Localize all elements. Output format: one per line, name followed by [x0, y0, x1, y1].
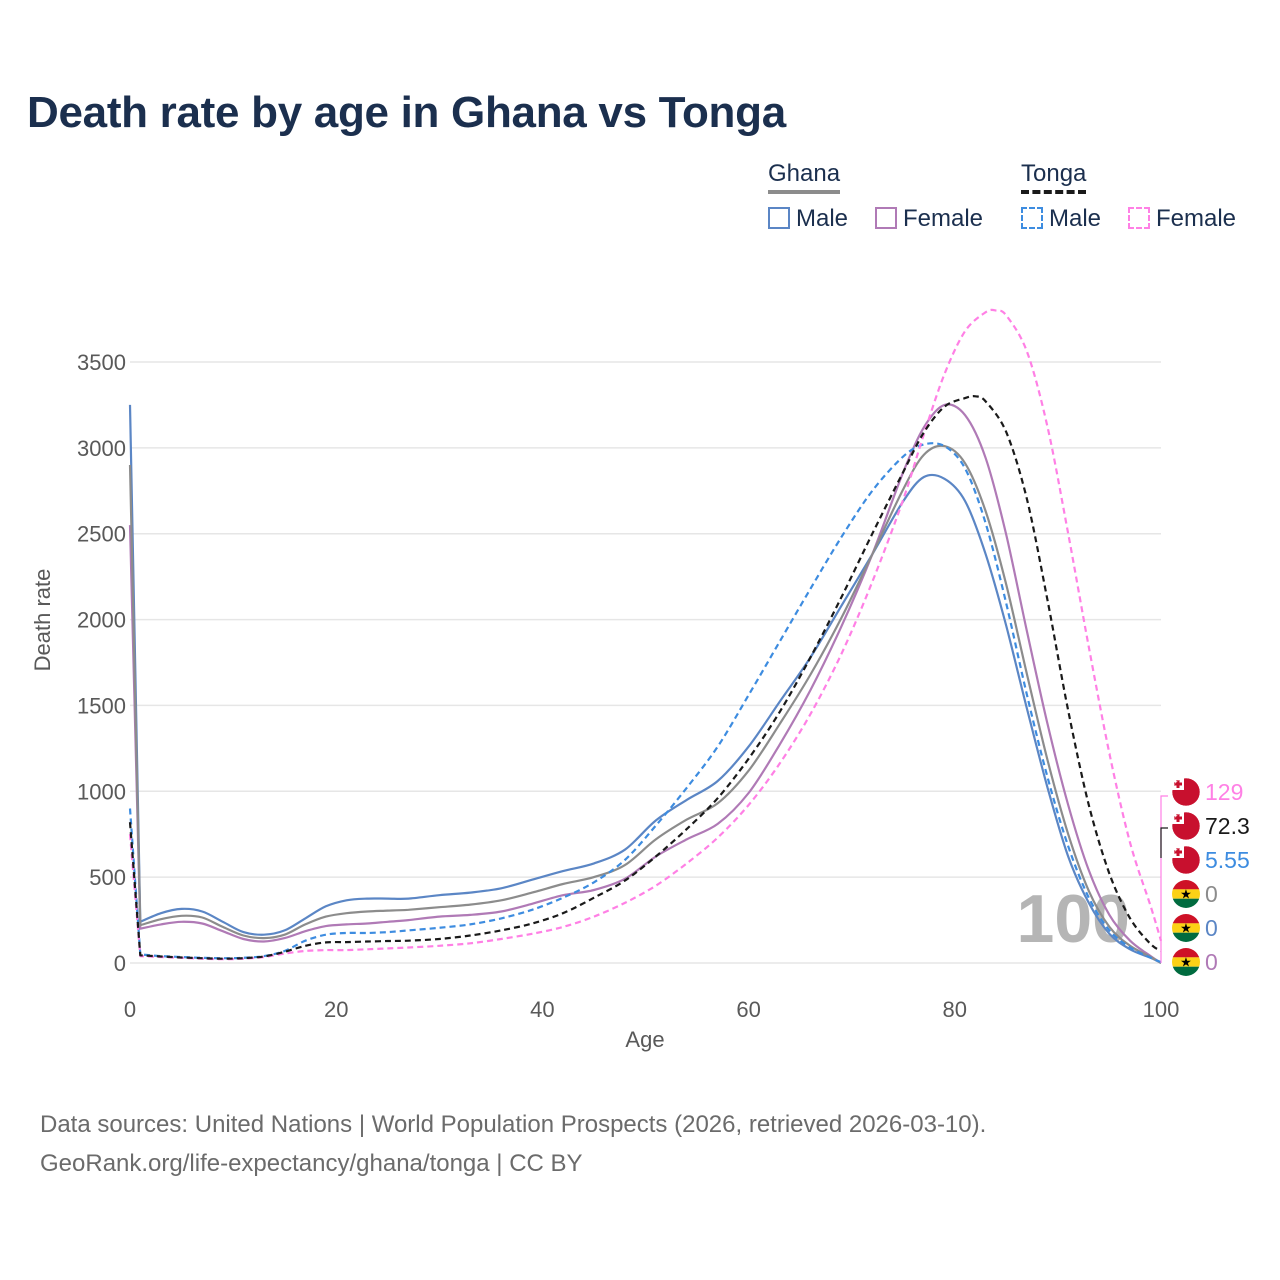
footer-sources: Data sources: United Nations | World Pop…	[40, 1111, 987, 1138]
x-axis-label: Age	[625, 1027, 664, 1052]
legend-group-tonga-label: Tonga	[1021, 160, 1087, 194]
legend-group-ghana-label: Ghana	[768, 160, 841, 194]
legend-label-tonga-female: Female	[1156, 205, 1237, 232]
chart-title: Death rate by age in Ghana vs Tonga	[27, 88, 786, 137]
series-line-ghana[interactable]	[128, 444, 1162, 964]
x-tick-label: 0	[124, 997, 136, 1022]
y-tick-label: 0	[114, 951, 126, 976]
x-axis-ticks: 0 20 40 60 80 100	[124, 997, 1179, 1022]
svg-text:★: ★	[1180, 922, 1192, 937]
series-line-tonga-female[interactable]	[128, 308, 1163, 961]
svg-text:★: ★	[1180, 956, 1192, 971]
end-value-label: 72.3	[1205, 813, 1250, 839]
y-tick-label: 2500	[77, 522, 126, 547]
x-tick-label: 20	[324, 997, 348, 1022]
end-label-connector	[1160, 795, 1168, 963]
series-line-tonga-male[interactable]	[128, 442, 1162, 964]
legend-swatch-ghana-male	[768, 207, 790, 229]
end-value-label: 0	[1205, 915, 1218, 941]
legend-label-ghana-female: Female	[903, 205, 984, 232]
y-tick-label: 500	[89, 865, 126, 890]
gridlines	[130, 361, 1161, 964]
tonga-flag-icon	[1171, 777, 1201, 807]
series-lines	[128, 308, 1163, 964]
legend-group-ghana[interactable]: Ghana	[768, 160, 841, 194]
x-tick-label: 40	[530, 997, 554, 1022]
y-tick-label: 3500	[77, 350, 126, 375]
end-label-connector	[1160, 827, 1168, 858]
end-labels: 129 72.3 5.55 ★ 0 ★ 0 ★ 0	[1160, 777, 1250, 976]
legend-label-ghana-male: Male	[796, 205, 849, 232]
y-tick-label: 3000	[77, 436, 126, 461]
end-value-label: 5.55	[1205, 847, 1250, 873]
tonga-flag-icon	[1171, 811, 1201, 841]
y-tick-label: 1000	[77, 779, 126, 804]
legend-item-tonga-female[interactable]: Female	[1128, 205, 1236, 233]
y-tick-label: 2000	[77, 608, 126, 633]
legend-item-tonga-male[interactable]: Male	[1021, 205, 1101, 233]
y-axis-ticks: 0 500 1000 1500 2000 2500 3000 3500	[77, 350, 126, 976]
legend-swatch-tonga-female	[1128, 207, 1150, 229]
legend: Ghana Male Female Tonga Male Female	[0, 160, 1280, 240]
series-line-ghana-female[interactable]	[128, 403, 1162, 964]
legend-swatch-tonga-male	[1021, 207, 1043, 229]
ghana-flag-icon: ★	[1172, 880, 1200, 908]
footer: Data sources: United Nations | World Pop…	[40, 1105, 986, 1183]
end-value-label: 0	[1205, 881, 1218, 907]
legend-item-ghana-male[interactable]: Male	[768, 205, 848, 233]
tonga-flag-icon	[1171, 845, 1201, 875]
ghana-flag-icon: ★	[1172, 948, 1200, 976]
legend-swatch-ghana-female	[875, 207, 897, 229]
footer-link[interactable]: GeoRank.org/life-expectancy/ghana/tonga …	[40, 1150, 583, 1177]
x-tick-label: 60	[736, 997, 760, 1022]
end-value-label: 129	[1205, 779, 1243, 805]
svg-text:★: ★	[1180, 888, 1192, 903]
series-line-ghana-male[interactable]	[128, 404, 1162, 964]
end-value-label: 0	[1205, 949, 1218, 975]
y-axis-label: Death rate	[30, 569, 55, 672]
legend-item-ghana-female[interactable]: Female	[875, 205, 983, 233]
series-line-tonga[interactable]	[128, 395, 1162, 960]
legend-group-tonga[interactable]: Tonga	[1021, 160, 1087, 194]
legend-label-tonga-male: Male	[1049, 205, 1102, 232]
x-tick-label: 100	[1143, 997, 1180, 1022]
x-tick-label: 80	[943, 997, 967, 1022]
y-tick-label: 1500	[77, 693, 126, 718]
ghana-flag-icon: ★	[1172, 914, 1200, 942]
